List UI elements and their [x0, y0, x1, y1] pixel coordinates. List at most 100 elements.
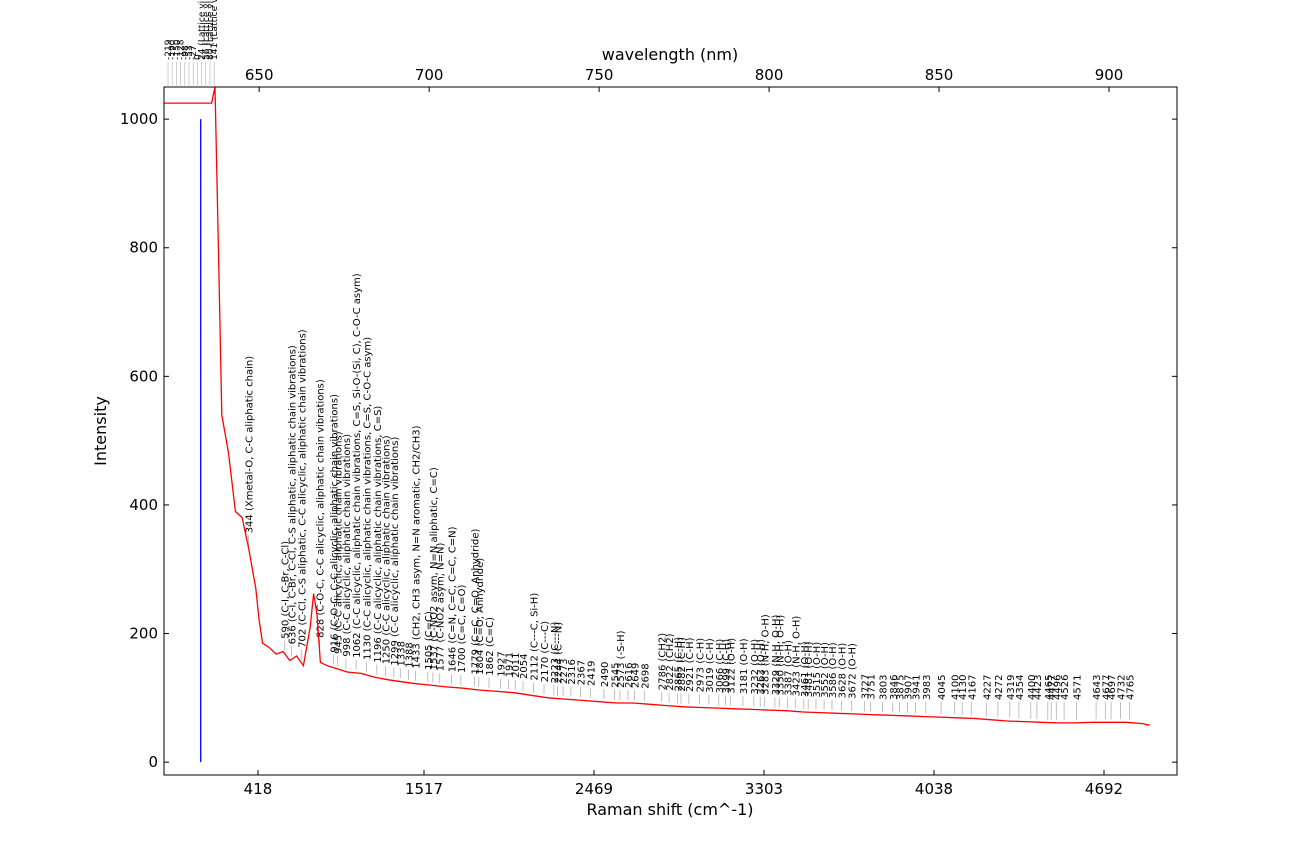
peak-label: 1062 (C-C alicyclic, aliphatic chain vib…	[352, 273, 363, 658]
peak-label: 2223 (C---N)	[550, 621, 561, 683]
peak-label: 1779 (C=C, C=O, Anhydride)	[470, 529, 481, 675]
peak-label: 2170 (C---C)	[540, 621, 551, 682]
peak-label: 2011	[511, 652, 522, 677]
peak-label: 3329 (N-H, O-H)	[771, 615, 782, 696]
peak-label: 3672 (O-H)	[848, 643, 859, 699]
peak-label: 4732	[1117, 675, 1128, 700]
peak-label: 3263 (O-H)	[756, 639, 767, 695]
peak-label: 4697	[1107, 675, 1118, 700]
x-tick-label: 4038	[915, 780, 953, 798]
peak-label: 4130	[958, 675, 969, 700]
top-tick-label: 750	[585, 66, 614, 84]
top-tick-label: 700	[415, 66, 444, 84]
peak-label: 1646 (C=N, C=C, C=C, C=N)	[448, 526, 459, 672]
peak-label: 2273	[559, 659, 570, 684]
peak-label: 4167	[967, 675, 978, 700]
peak-label: 1505 (C=C)	[424, 611, 435, 670]
peak-label: 3283 (N-H, O-H)	[761, 614, 772, 695]
x-tick-label: 1517	[405, 780, 443, 798]
peak-label: 3515 (O-H)	[812, 642, 823, 698]
peak-label: 4677	[1101, 675, 1112, 700]
peak-label: 2822 (CH2)	[665, 633, 676, 690]
peak-label: 1700 (C=C, C=O)	[457, 585, 468, 673]
peak-annotations: 344 (Xmetal-O, C-C aliphatic chain) 590 (…	[245, 273, 1137, 720]
y-tick-label: 600	[129, 367, 158, 385]
peak-label: 1250 (C-C alicyclic, aliphatic chain vib…	[382, 435, 393, 664]
peak-label: 3803	[879, 675, 890, 700]
peak-label: 344 (Xmetal-O, C-C aliphatic chain)	[245, 356, 256, 534]
cluster-label: 80 (Lattice vibrations)	[206, 0, 216, 60]
peak-label: 2865 (C-H)	[674, 637, 685, 692]
peak-label: 3907	[903, 675, 914, 700]
peak-label: 4465	[1044, 675, 1055, 700]
peak-label: 3019 (C-H)	[705, 638, 716, 693]
peak-label: 3232 (O-H)	[750, 639, 761, 695]
peak-label: 2973 (C-H)	[695, 638, 706, 693]
peak-label: 3846	[889, 675, 900, 700]
peak-label: 4571	[1072, 675, 1083, 700]
peak-label: 2316	[567, 659, 578, 684]
top-tick-label: 850	[925, 66, 954, 84]
y-tick-label: 800	[129, 239, 158, 257]
y-axis-label: Intensity	[91, 396, 110, 466]
peak-label: 3066 (C-H)	[715, 639, 726, 694]
peak-label: 828 (C-O-C, C-C alicyclic, aliphatic cha…	[316, 379, 327, 638]
top-tick-label: 650	[245, 66, 274, 84]
peak-label: 4100	[951, 675, 962, 700]
peak-label: 1862 (C=C)	[485, 617, 496, 676]
series-line-0	[164, 86, 1150, 726]
peak-label: 3387 (O-H)	[783, 640, 794, 696]
peak-label: 2367	[576, 660, 587, 685]
peak-label: 4423	[1033, 675, 1044, 700]
peak-label: 1196 (C-C alicyclic, aliphatic chain vib…	[373, 406, 384, 663]
peak-label: 1338	[396, 641, 407, 666]
peak-label: 4526	[1060, 675, 1071, 700]
series-layer	[164, 86, 1150, 763]
peak-label: 2419	[586, 661, 597, 686]
peak-label: 1537 (C-NO2 asym, N=N aliphatic, C=C)	[429, 467, 440, 670]
plot-frame	[163, 86, 1178, 776]
cluster-label: -27	[189, 45, 199, 60]
cluster-label: -190	[168, 39, 178, 60]
y-tick-label: 200	[129, 625, 158, 643]
peak-label: 4496	[1052, 675, 1063, 700]
peak-label: 2882 (C-H)	[677, 637, 688, 692]
peak-label: 1927	[497, 651, 508, 676]
peak-label: 1804 (C=O, Anhydride)	[475, 558, 486, 675]
peak-label: 3983	[922, 675, 933, 700]
peak-label: 2616	[624, 663, 635, 688]
peak-label: 2649	[631, 663, 642, 688]
peak-label: 3181 (O-H)	[739, 638, 750, 694]
peak-label: 4272	[994, 675, 1005, 700]
peak-label: 590 (C-I, C-Br, C-Cl)	[281, 541, 292, 639]
cluster-label: -53	[185, 45, 195, 60]
peak-label: 3875	[896, 675, 907, 700]
axis-ticks: 0 200 400 600 800 1000 418 1517 2469 3303 4038 4692…	[120, 66, 1177, 798]
x-axis-label: Raman shift (cm^-1)	[586, 800, 753, 819]
peak-label: 4227	[982, 675, 993, 700]
x-tick-label: 2469	[575, 780, 613, 798]
peak-label: 3122 (O-H)	[726, 638, 737, 694]
cluster-label: 56 (Lattice vibrations)	[202, 0, 212, 60]
peak-label: 1577 (C-NO2 asym, N=N)	[436, 542, 447, 671]
peak-label: 4319	[1006, 675, 1017, 700]
peak-label: 3586 (O-H)	[828, 642, 839, 698]
x-tick-label: 3303	[745, 780, 783, 798]
cluster-label: 141 (Lattice vibrations)	[210, 0, 220, 60]
cluster-label: 24 (Lattice vibrations)	[198, 0, 208, 60]
peak-label: 3099 (C-H)	[722, 639, 733, 694]
peak-label: 3481 (O-H)	[804, 641, 815, 697]
peak-label: 916 (C-O-C, C-C alicyclic, aliphatic cha…	[329, 394, 340, 653]
peak-label: 3751	[866, 674, 877, 699]
peak-label: 4477	[1047, 675, 1058, 700]
peak-label: 4643	[1092, 675, 1103, 700]
peak-label: 1971	[504, 652, 515, 677]
y-tick-label: 400	[129, 496, 158, 514]
peak-label: 3727	[861, 674, 872, 699]
peak-label: 3461 (O-H)	[800, 641, 811, 697]
peak-label: 4045	[937, 675, 948, 700]
peak-label: 2698	[640, 663, 651, 688]
peak-label: 4354	[1015, 675, 1026, 700]
